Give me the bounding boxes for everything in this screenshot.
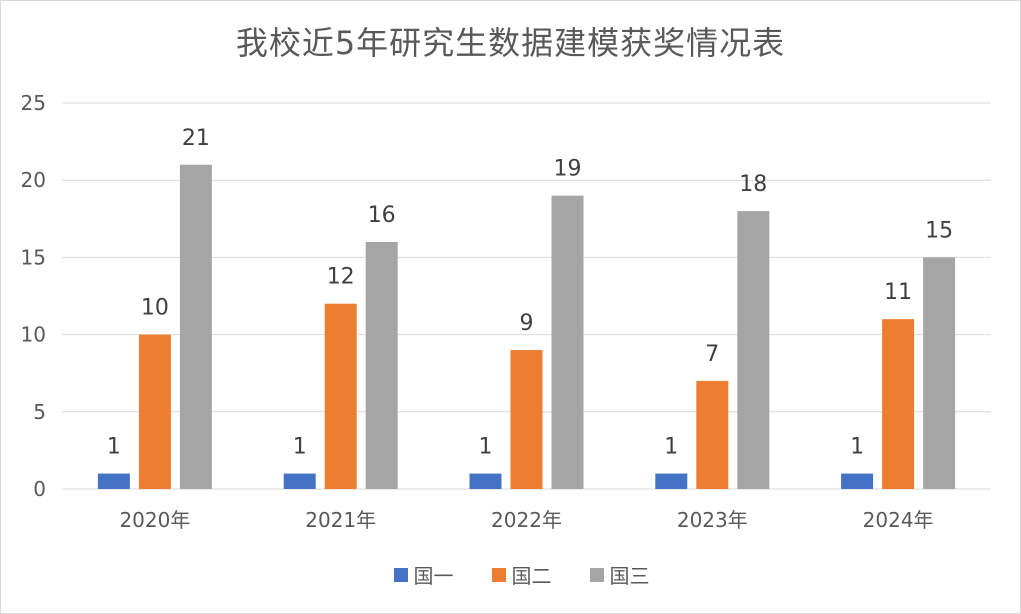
y-tick-label-0: 0 (33, 477, 46, 501)
data-label-国一-2022年: 1 (479, 435, 493, 460)
bar-国二-2023年 (696, 380, 729, 489)
y-tick-label-25: 25 (21, 91, 46, 115)
x-tick-label-2021年: 2021年 (305, 508, 376, 532)
x-tick-label-2022年: 2022年 (491, 508, 562, 532)
data-label-国一-2023年: 1 (664, 435, 678, 460)
legend-label-国三: 国三 (609, 564, 650, 588)
legend-label-国一: 国一 (413, 564, 454, 588)
legend-item-国二: 国二 (491, 560, 552, 589)
bar-国一-2024年 (841, 473, 874, 489)
data-label-国三-2023年: 18 (739, 172, 767, 197)
data-label-国三-2024年: 15 (925, 218, 953, 243)
y-tick-label-5: 5 (33, 400, 46, 424)
y-tick-label-10: 10 (21, 323, 46, 347)
legend-swatch-国二 (491, 567, 506, 582)
y-tick-label-15: 15 (21, 245, 46, 269)
data-label-国三-2020年: 21 (182, 126, 210, 151)
legend-label-国二: 国二 (511, 564, 552, 588)
bar-国一-2021年 (283, 473, 316, 489)
bar-国二-2021年 (324, 303, 357, 489)
data-label-国三-2022年: 19 (554, 157, 582, 182)
bar-国三-2024年 (923, 257, 956, 489)
data-label-国二-2023年: 7 (705, 342, 719, 367)
bar-国二-2022年 (510, 350, 543, 489)
bar-国三-2022年 (551, 195, 584, 489)
bar-国三-2023年 (737, 211, 770, 489)
data-label-国一-2021年: 1 (293, 435, 307, 460)
legend-swatch-国一 (393, 567, 408, 582)
data-label-国三-2021年: 16 (368, 203, 396, 228)
data-label-国二-2024年: 11 (884, 280, 912, 305)
data-label-国二-2021年: 12 (327, 265, 355, 290)
bar-国三-2021年 (365, 241, 398, 489)
chart-title: 我校近5年研究生数据建模获奖情况表 (235, 24, 786, 62)
chart-legend: 国一 国二 国三 (0, 560, 1021, 589)
bar-国三-2020年 (179, 164, 212, 489)
data-label-国一-2024年: 1 (850, 435, 864, 460)
data-label-国二-2020年: 10 (141, 296, 169, 321)
x-tick-label-2024年: 2024年 (863, 508, 934, 532)
x-tick-label-2023年: 2023年 (677, 508, 748, 532)
bar-国一-2023年 (655, 473, 688, 489)
bar-国一-2020年 (97, 473, 130, 489)
data-label-国一-2020年: 1 (107, 435, 121, 460)
data-label-国二-2022年: 9 (520, 311, 534, 336)
legend-item-国三: 国三 (589, 560, 650, 589)
legend-item-国一: 国一 (393, 560, 454, 589)
y-tick-label-20: 20 (21, 168, 46, 192)
bar-国二-2020年 (138, 334, 171, 489)
x-tick-label-2020年: 2020年 (119, 508, 190, 532)
bar-国二-2024年 (882, 319, 915, 489)
bar-国一-2022年 (469, 473, 502, 489)
legend-swatch-国三 (589, 567, 604, 582)
